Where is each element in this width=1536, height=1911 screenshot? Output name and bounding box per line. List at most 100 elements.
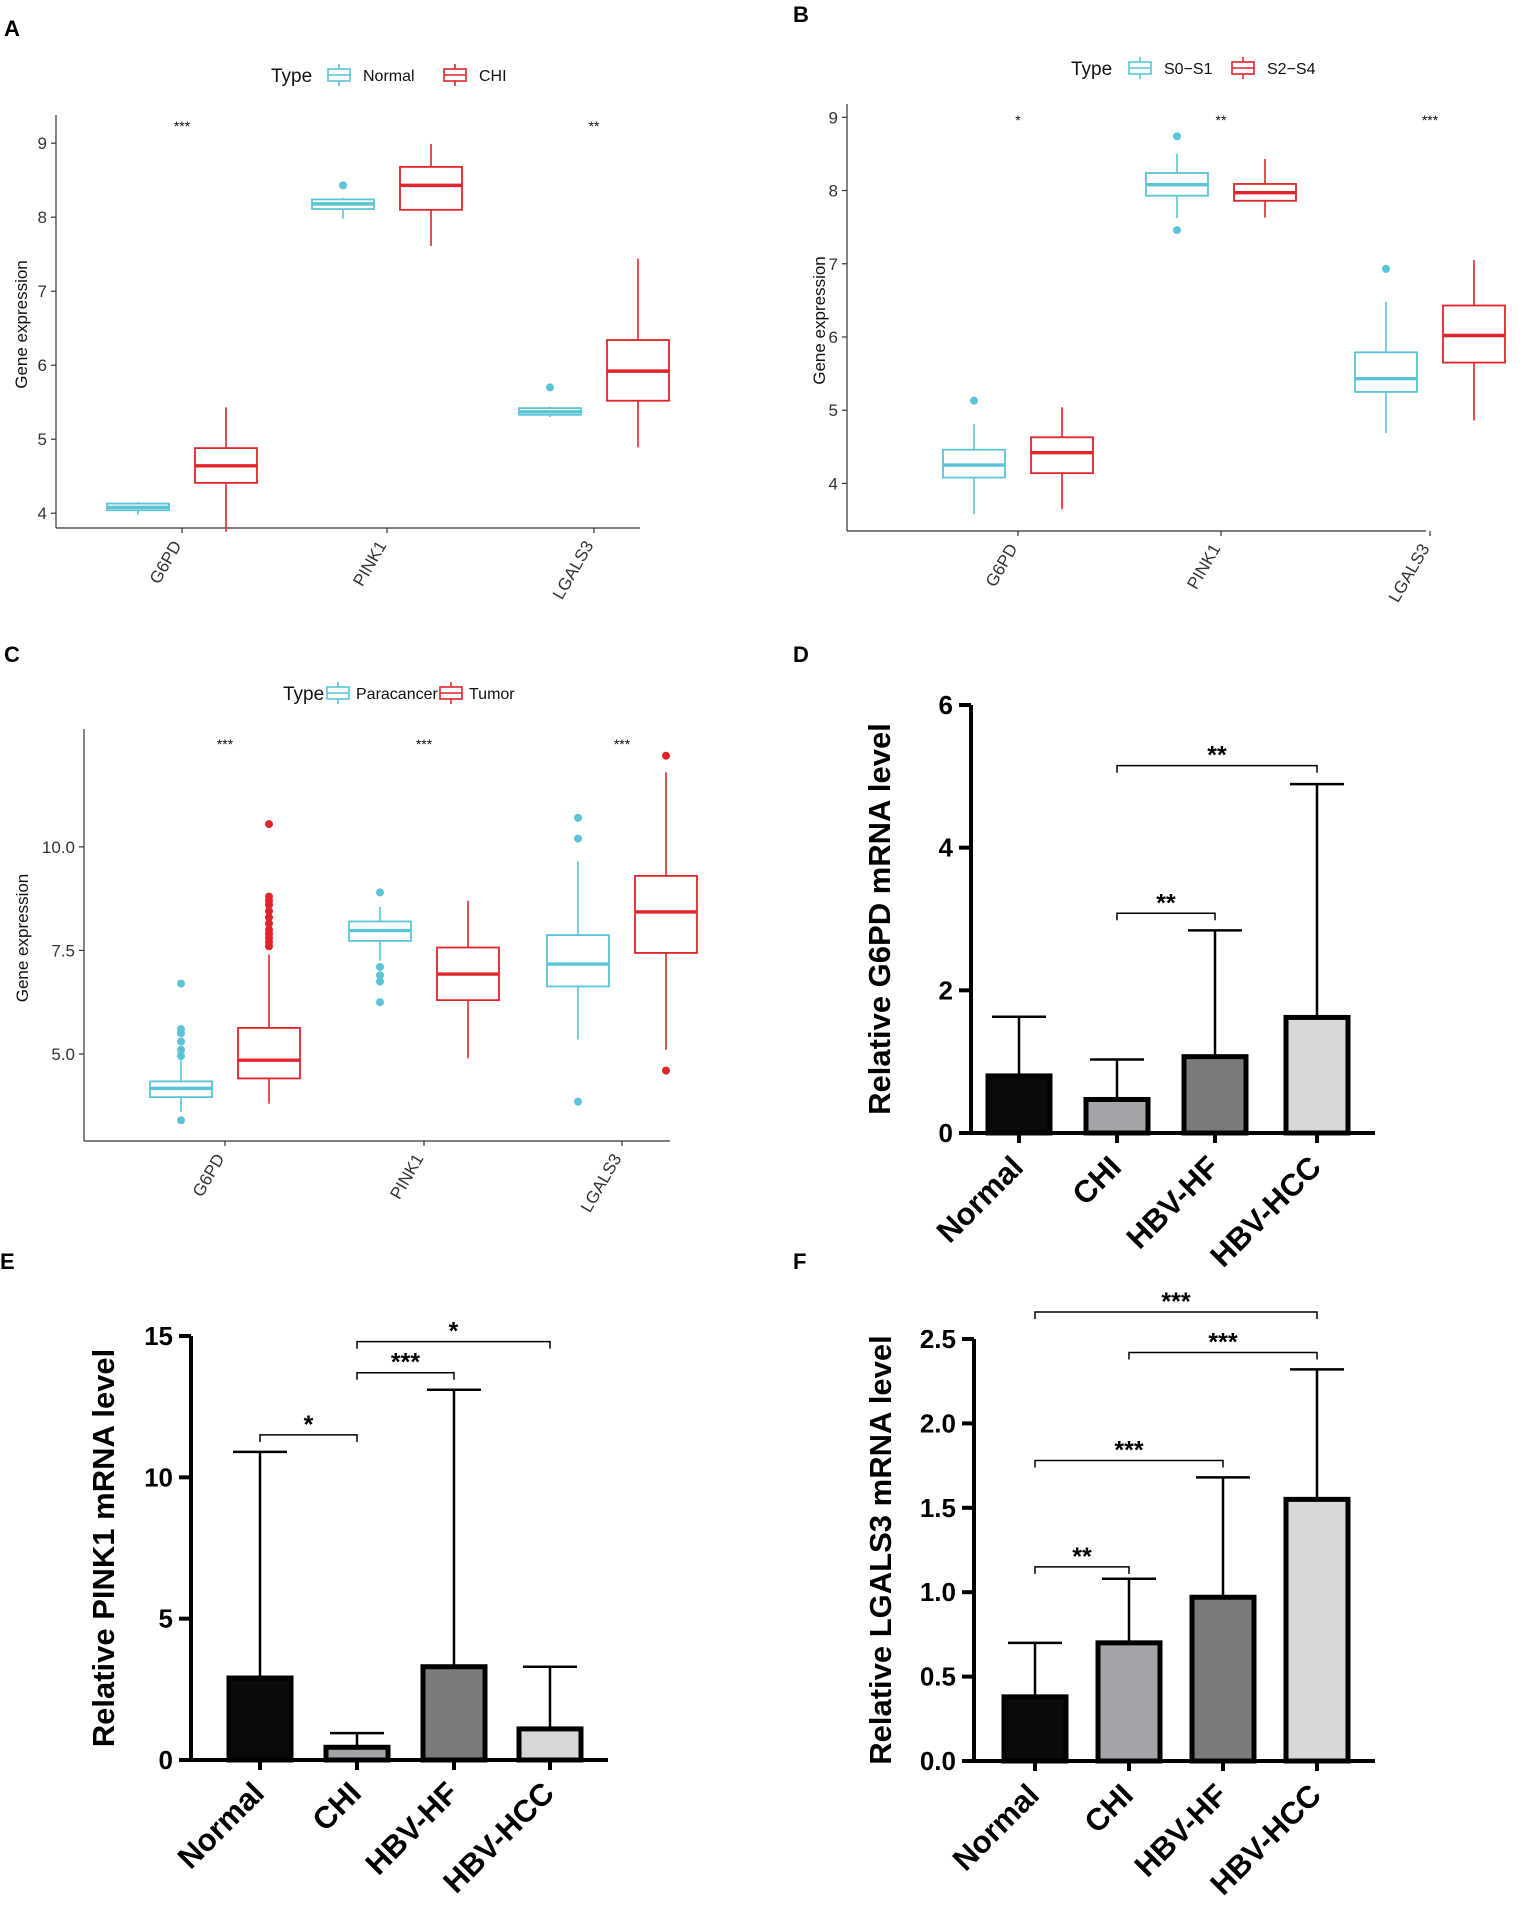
- chart-e-barplot: 0 5 10 15 Relative PINK1 mRNA level Normal CHI…: [86, 1318, 608, 1900]
- bar-Normal: [226, 1675, 294, 1763]
- outlier-point: [177, 1029, 185, 1038]
- legend-item-label: Normal: [363, 68, 415, 85]
- bar-CHI: [323, 1744, 391, 1763]
- box-Normal-G6PD: [106, 502, 170, 515]
- box-S0−S1-LGALS3: [1354, 264, 1418, 433]
- box-iqr: [399, 165, 463, 211]
- x-tick-label: Normal: [930, 1149, 1030, 1249]
- comparison-significance: *: [304, 1411, 314, 1439]
- y-tick-label: 9: [829, 108, 838, 127]
- box-iqr: [634, 874, 698, 954]
- y-tick-label: 5: [159, 1604, 173, 1634]
- box-iqr: [546, 934, 610, 988]
- comparison-significance: *: [449, 1318, 459, 1346]
- bar-CHI: [1083, 1096, 1151, 1136]
- panel-f: F 0.0 0.5 1.0 1.5 2.0 2.5 Relative LGALS3 mRNA…: [793, 1249, 1375, 1902]
- x-tick-label: G6PD: [982, 541, 1022, 591]
- comparison-significance: **: [1156, 889, 1176, 917]
- y-axis-title: Relative LGALS3 mRNA level: [863, 1335, 898, 1765]
- y-tick-label: 2: [939, 975, 953, 1005]
- bar-HBV-HF: [1181, 1054, 1249, 1136]
- comparison-bracket: [1034, 1459, 1224, 1468]
- bar-Normal: [1001, 1694, 1069, 1764]
- y-tick-label: 5: [829, 401, 838, 420]
- y-tick-label: 15: [144, 1321, 173, 1351]
- outlier-point: [265, 820, 273, 829]
- outlier-point: [339, 181, 347, 190]
- outlier-point: [177, 1116, 185, 1125]
- x-tick-label: G6PD: [189, 1151, 229, 1201]
- comparison-significance: **: [1207, 742, 1227, 770]
- bar-HBV-HCC: [516, 1726, 584, 1763]
- outlier-point: [1382, 264, 1390, 273]
- x-tick-label: HBV-HF: [1120, 1149, 1226, 1255]
- comparison-bracket: [259, 1434, 358, 1442]
- box-Paracancer-PINK1: [348, 888, 412, 1007]
- box-Tumor-LGALS3: [634, 751, 698, 1075]
- y-tick-label: 6: [939, 690, 953, 720]
- outlier-point: [662, 1066, 670, 1075]
- box-S2−S4-LGALS3: [1442, 260, 1506, 421]
- outlier-point: [376, 977, 384, 986]
- x-tick-label: LGALS3: [577, 1151, 626, 1216]
- bar-HBV-HF: [1189, 1594, 1257, 1764]
- outlier-point: [265, 913, 273, 922]
- box-Tumor-G6PD: [237, 820, 301, 1104]
- outlier-point: [574, 1097, 582, 1106]
- chart-c-boxplot: 5.0 7.5 10.0 Gene expression G6PD *** PINK1 ***…: [13, 682, 698, 1216]
- y-tick-label: 4: [38, 504, 47, 523]
- outlier-point: [970, 396, 978, 405]
- chart-a-boxplot: 4 5 6 7 8 9 Gene expression G6PD *** PINK1 LGALS3 *…: [12, 64, 670, 603]
- legend-item-label: Paracancer: [356, 686, 438, 703]
- comparison-bracket: [1034, 1566, 1130, 1574]
- y-tick-label: 5: [38, 430, 47, 449]
- outlier-point: [265, 942, 273, 951]
- legend-item-label: S2−S4: [1267, 61, 1316, 78]
- significance-label: **: [589, 118, 600, 134]
- x-tick-label: HBV-HCC: [1203, 1149, 1328, 1274]
- y-tick-label: 9: [38, 134, 47, 153]
- outlier-point: [265, 900, 273, 909]
- x-tick-label: Normal: [171, 1775, 271, 1875]
- y-tick-label: 4: [939, 833, 954, 863]
- y-tick-label: 6: [38, 356, 47, 375]
- box-Paracancer-G6PD: [149, 979, 213, 1125]
- panel-label-c: C: [4, 642, 20, 667]
- significance-label: ***: [1422, 112, 1439, 128]
- y-axis-title: Relative PINK1 mRNA level: [86, 1349, 121, 1748]
- x-tick-label: LGALS3: [1385, 541, 1434, 606]
- box-CHI-LGALS3: [606, 258, 670, 448]
- box-iqr: [237, 1027, 301, 1080]
- comparison-bracket: [1128, 1351, 1318, 1360]
- box-S2−S4-PINK1: [1233, 159, 1297, 218]
- y-tick-label: 0.0: [920, 1746, 956, 1776]
- y-tick-label: 7: [38, 282, 47, 301]
- outlier-point: [177, 1052, 185, 1061]
- outlier-point: [177, 1037, 185, 1046]
- comparison-bracket: [1116, 912, 1216, 921]
- panel-label-a: A: [4, 16, 20, 41]
- comparison-significance: ***: [1114, 1437, 1143, 1465]
- x-tick-label: CHI: [1065, 1149, 1128, 1212]
- comparison-bracket: [1116, 764, 1318, 773]
- x-tick-label: CHI: [305, 1775, 368, 1838]
- x-tick-label: CHI: [1077, 1777, 1140, 1840]
- y-tick-label: 8: [829, 182, 838, 201]
- box-Normal-LGALS3: [518, 383, 582, 417]
- panel-label-e: E: [0, 1249, 15, 1274]
- box-Tumor-PINK1: [436, 900, 500, 1059]
- outlier-point: [265, 919, 273, 928]
- chart-f-barplot: 0.0 0.5 1.0 1.5 2.0 2.5 Relative LGALS3 mRNA l…: [863, 1288, 1375, 1902]
- outlier-point: [546, 383, 554, 392]
- legend-item-label: CHI: [479, 68, 507, 85]
- y-tick-label: 4: [829, 474, 838, 493]
- box-CHI-PINK1: [399, 143, 463, 247]
- outlier-point: [177, 1045, 185, 1054]
- outlier-point: [574, 834, 582, 843]
- outlier-point: [1173, 226, 1181, 235]
- bar-CHI: [1095, 1640, 1163, 1764]
- y-axis-title: Gene expression: [810, 256, 829, 385]
- y-tick-label: 10.0: [42, 838, 75, 857]
